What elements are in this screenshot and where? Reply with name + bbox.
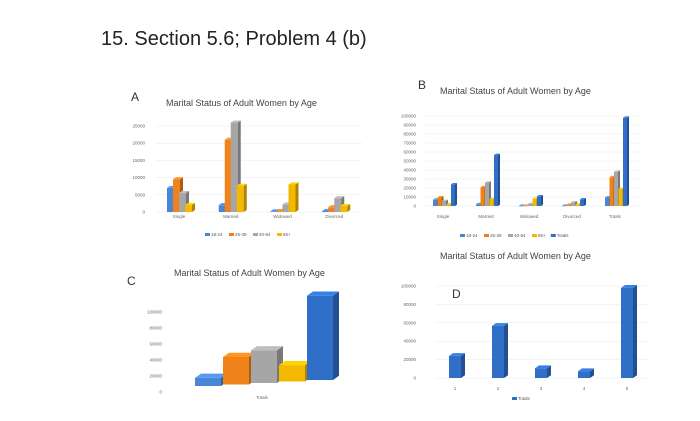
chart-b-bar xyxy=(519,204,525,207)
chart-b-legend-swatch xyxy=(484,234,489,237)
chart-d-legend-label: Totals xyxy=(518,396,531,401)
panel-label-c: C xyxy=(127,274,136,288)
chart-d-ytick: 0 xyxy=(413,376,416,381)
chart-c-ytick: 20000 xyxy=(149,374,162,379)
chart-a-bar xyxy=(340,204,351,212)
chart-b-ytick: 80000 xyxy=(403,132,416,137)
chart-b-ytick: 0 xyxy=(413,204,416,209)
chart-c-ytick: 60000 xyxy=(149,342,162,347)
chart-a-legend-swatch xyxy=(253,233,258,236)
chart-b-legend-swatch xyxy=(460,234,465,237)
chart-a-legend-swatch xyxy=(205,233,210,236)
chart-b-legend-label: Totals xyxy=(557,233,570,238)
chart-c-ytick: 100000 xyxy=(147,310,163,315)
chart-a-title: Marital Status of Adult Women by Age xyxy=(166,98,317,108)
chart-b-ytick: 100000 xyxy=(401,114,417,119)
chart-b-legend-label: 40-64 xyxy=(514,233,526,238)
chart-a-category-label: Divorced xyxy=(325,214,343,219)
chart-c-category-label: Totals xyxy=(256,395,269,400)
chart-d-ytick: 20000 xyxy=(403,357,416,362)
chart-c-bar xyxy=(251,346,283,383)
chart-b-title: Marital Status of Adult Women by Age xyxy=(440,86,591,96)
chart-b-legend-label: 65+ xyxy=(538,233,546,238)
chart-d-bar xyxy=(535,365,551,378)
chart-d-category-label: 2 xyxy=(497,386,500,391)
chart-c-ytick: 0 xyxy=(159,390,162,395)
chart-b-legend-label: 25-39 xyxy=(490,233,502,238)
chart-d-category-label: 1 xyxy=(454,386,457,391)
chart-b-category-label: Widowed xyxy=(520,214,539,219)
chart-a-ytick: 5000 xyxy=(135,192,146,197)
chart-d-category-label: 4 xyxy=(583,386,586,391)
chart-d-category-label: 3 xyxy=(540,386,543,391)
chart-a-ytick: 25000 xyxy=(132,124,145,129)
chart-b-category-label: Totals xyxy=(609,214,622,219)
chart-d-legend-swatch xyxy=(512,397,517,400)
page-title: 15. Section 5.6; Problem 4 (b) xyxy=(101,28,367,50)
chart-b-ytick: 40000 xyxy=(403,168,416,173)
chart-b-ytick: 50000 xyxy=(403,159,416,164)
chart-a-category-label: Widowed xyxy=(273,214,292,219)
chart-a-legend-swatch xyxy=(229,233,234,236)
chart-a-legend-swatch xyxy=(277,233,282,236)
chart-a-ytick: 15000 xyxy=(132,158,145,163)
chart-a-bar xyxy=(185,203,195,212)
chart-b-category-label: Divorced xyxy=(563,214,581,219)
chart-a-ytick: 0 xyxy=(142,210,145,215)
panel-label-d: D xyxy=(452,287,461,301)
chart-b-category-label: Married xyxy=(478,214,494,219)
chart-b-category-label: Single xyxy=(437,214,450,219)
chart-b-ytick: 10000 xyxy=(403,195,416,200)
chart-b-ytick: 60000 xyxy=(403,150,416,155)
chart-a-legend-label: 18-24 xyxy=(211,232,223,237)
chart-a-legend-label: 65+ xyxy=(283,232,291,237)
chart-d-category-label: 5 xyxy=(626,386,629,391)
chart-b-legend-swatch xyxy=(532,234,537,237)
chart-b-legend-swatch xyxy=(550,234,556,237)
chart-a-bar xyxy=(288,182,299,212)
chart-b-legend-label: 18-24 xyxy=(466,233,478,238)
chart-c-ytick: 80000 xyxy=(149,326,162,331)
chart-a-ytick: 20000 xyxy=(132,141,145,146)
chart-b-ytick: 70000 xyxy=(403,141,416,146)
panel-label-a: A xyxy=(131,90,140,104)
chart-d-ytick: 100000 xyxy=(401,284,417,289)
chart-a-category-label: Single xyxy=(173,214,186,219)
chart-c-title: Marital Status of Adult Women by Age xyxy=(174,268,325,278)
chart-b-bar xyxy=(537,195,543,206)
chart-b-bar xyxy=(442,199,448,206)
chart-c-bar xyxy=(307,291,339,380)
chart-a-ytick: 10000 xyxy=(132,175,145,180)
chart-d-title: Marital Status of Adult Women by Age xyxy=(440,251,591,261)
chart-b-ytick: 90000 xyxy=(403,123,416,128)
chart-a-category-label: Married xyxy=(223,214,239,219)
chart-d-bar xyxy=(492,323,508,378)
chart-d-ytick: 80000 xyxy=(403,302,416,307)
chart-b-bar xyxy=(494,153,500,206)
panel-label-b: B xyxy=(418,78,427,92)
chart-c-ytick: 40000 xyxy=(149,358,162,363)
chart-a-legend-label: 25-39 xyxy=(235,232,247,237)
chart-d-ytick: 60000 xyxy=(403,320,416,325)
chart-d-bar xyxy=(449,353,465,378)
chart-b-ytick: 30000 xyxy=(403,177,416,182)
chart-d-bar xyxy=(621,285,637,378)
chart-a-legend-label: 40-64 xyxy=(259,232,271,237)
chart-b-bar xyxy=(451,183,457,206)
chart-b-legend-swatch xyxy=(508,234,513,237)
chart-b-bar xyxy=(623,116,629,206)
chart-b-bar xyxy=(580,197,586,206)
chart-d-ytick: 40000 xyxy=(403,339,416,344)
chart-d-bar xyxy=(578,368,594,378)
chart-b-ytick: 20000 xyxy=(403,186,416,191)
chart-a-bar xyxy=(236,183,247,212)
